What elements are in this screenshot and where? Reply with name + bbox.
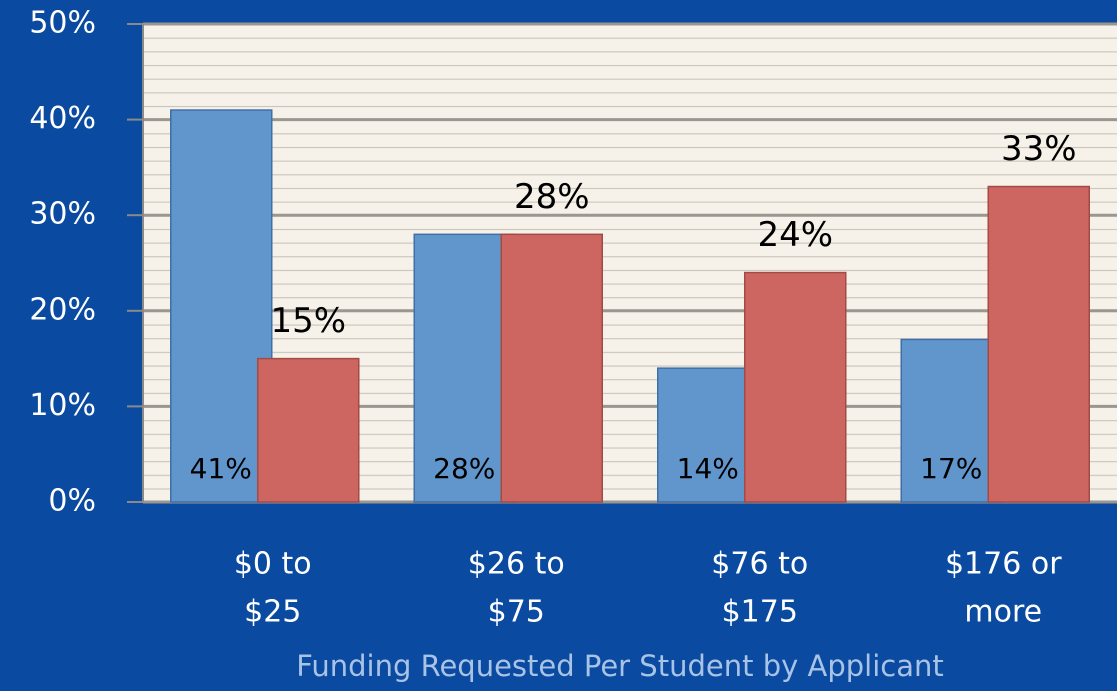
data-label: 14%: [677, 452, 739, 485]
x-tick-label: $26 to: [468, 547, 565, 582]
x-tick-label: $175: [722, 595, 798, 630]
x-tick-label: more: [964, 595, 1042, 630]
y-tick-label: 0%: [48, 484, 96, 519]
bar: [500, 233, 603, 503]
bar: [257, 357, 360, 503]
bar: [170, 109, 273, 503]
y-tick-label: 30%: [29, 197, 96, 232]
x-tick-label: $76 to: [711, 547, 808, 582]
data-label: 28%: [433, 452, 495, 485]
data-label: 17%: [920, 452, 982, 485]
data-label: 24%: [757, 215, 833, 255]
data-label: 15%: [270, 301, 346, 341]
data-label: 41%: [190, 452, 252, 485]
y-tick-label: 50%: [29, 6, 96, 41]
bar: [744, 271, 847, 503]
data-label: 28%: [514, 177, 590, 217]
bar: [900, 338, 1003, 503]
bar: [413, 233, 516, 503]
y-tick-label: 10%: [29, 388, 96, 423]
y-tick-label: 20%: [29, 292, 96, 327]
y-tick-label: 40%: [29, 101, 96, 136]
x-tick-label: $25: [244, 595, 301, 630]
x-tick-label: $75: [488, 595, 545, 630]
x-axis-label: Funding Requested Per Student by Applica…: [296, 649, 943, 683]
bar: [657, 367, 760, 503]
x-tick-label: $0 to: [234, 547, 312, 582]
x-tick-label: $176 or: [945, 547, 1062, 582]
data-label: 33%: [1001, 129, 1077, 169]
bar: [987, 185, 1090, 503]
